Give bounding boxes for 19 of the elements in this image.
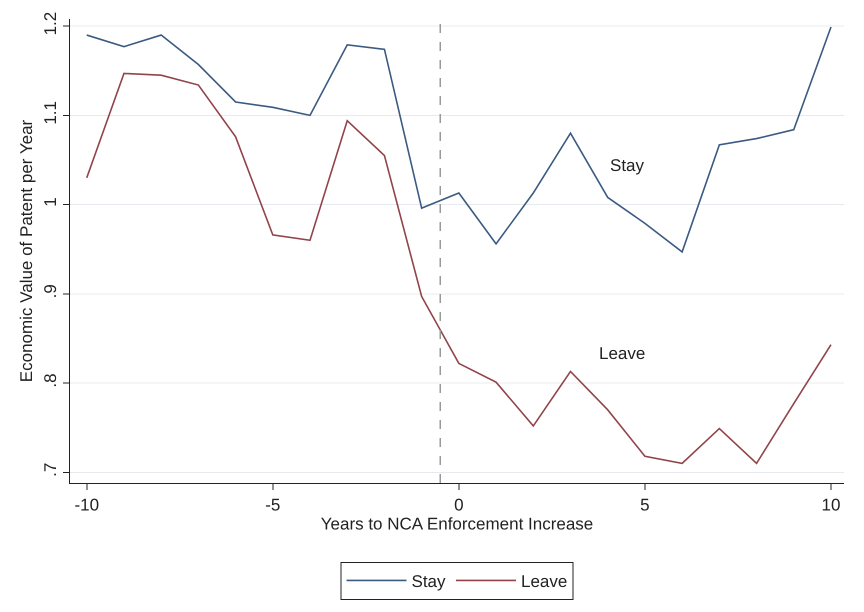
x-tick-label: 5 [640, 495, 650, 514]
y-tick-label: 1 [41, 197, 60, 207]
annotation: Leave [599, 344, 646, 363]
legend-label: Leave [521, 572, 568, 592]
y-tick-label: 1.2 [41, 12, 60, 36]
y-tick-label: 1.1 [41, 101, 60, 125]
x-axis-title: Years to NCA Enforcement Increase [320, 514, 594, 534]
x-tick-label: -5 [265, 495, 280, 514]
x-tick-label: 0 [454, 495, 464, 514]
y-tick-label: .9 [41, 284, 60, 298]
y-tick-label: .7 [41, 462, 60, 477]
legend-label: Stay [412, 572, 446, 592]
x-tick-label: 10 [822, 495, 840, 514]
line-series [86, 26, 832, 253]
x-tick-label: -10 [74, 495, 100, 514]
annotation: Stay [610, 156, 645, 175]
line-series [86, 72, 832, 464]
y-axis-title: Economic Value of Patent per Year [16, 119, 36, 382]
y-tick-label: .8 [41, 373, 60, 388]
